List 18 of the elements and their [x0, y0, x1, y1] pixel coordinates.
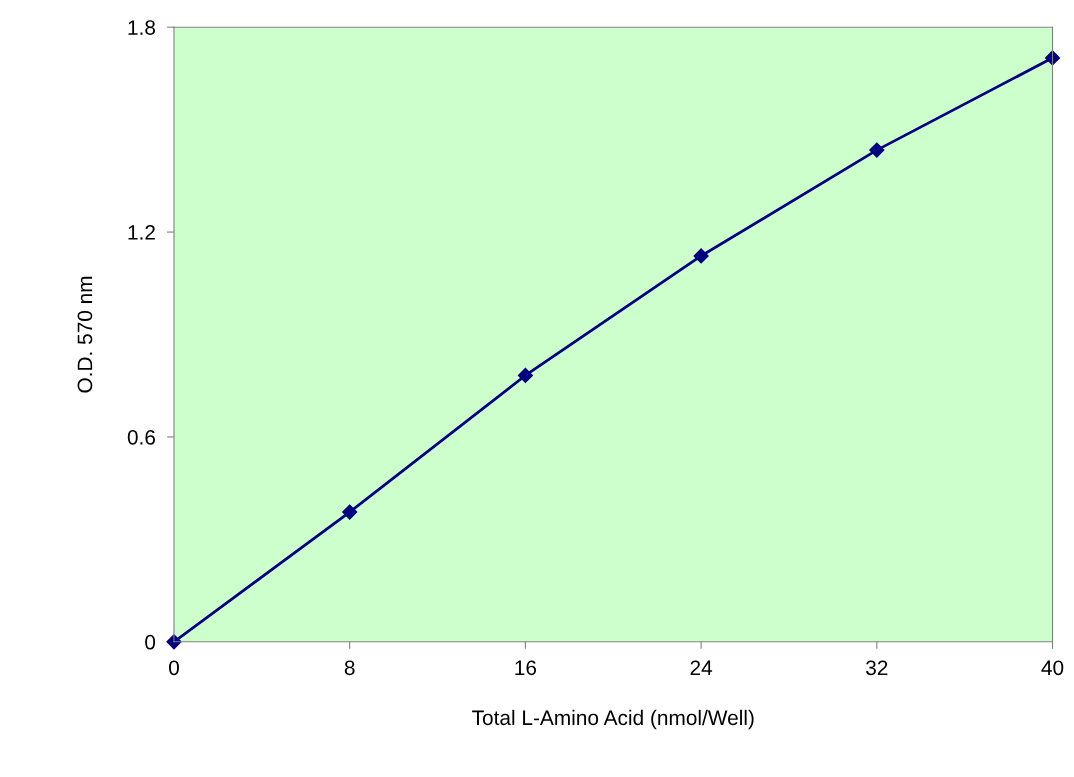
- x-tick-label: 40: [1041, 660, 1064, 676]
- y-tick-label: 0: [145, 634, 156, 650]
- x-tick-label: 32: [866, 660, 888, 676]
- y-tick-label: 1.8: [128, 20, 156, 35]
- x-tick-label: 0: [169, 660, 179, 676]
- y-tick-label: 1.2: [128, 225, 155, 240]
- point: [1044, 50, 1061, 66]
- x-tick-label: 8: [344, 660, 355, 676]
- y-tick-label: 0.6: [127, 429, 156, 445]
- x-tick-label: 16: [515, 660, 537, 676]
- point: [517, 367, 533, 384]
- point: [342, 504, 358, 520]
- x-axis-title: Total L-Amino Acid (nmol/Well): [472, 709, 754, 730]
- point: [166, 634, 182, 650]
- x-tick-label: 24: [690, 660, 713, 675]
- point: [869, 142, 885, 158]
- y-axis-title: O.D. 570 nm: [77, 276, 93, 393]
- point: [693, 248, 709, 264]
